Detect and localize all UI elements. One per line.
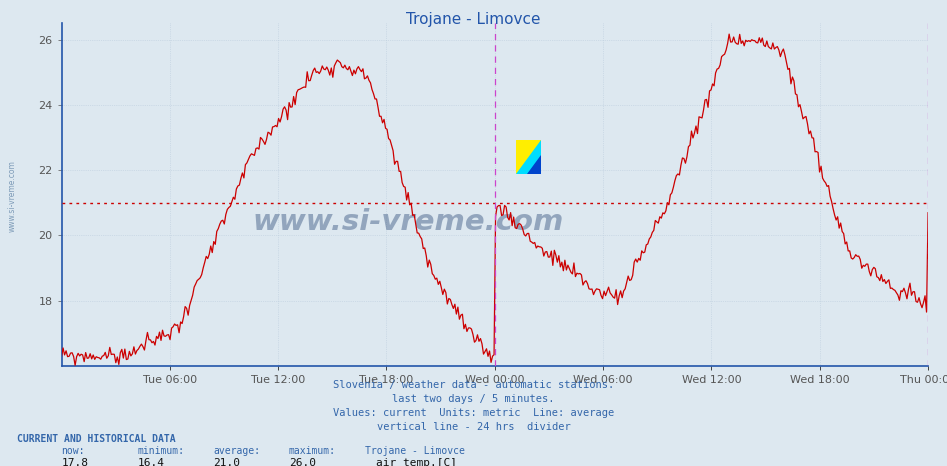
Text: 21.0: 21.0 xyxy=(213,458,241,466)
Text: maximum:: maximum: xyxy=(289,446,336,456)
Polygon shape xyxy=(516,140,541,174)
Text: CURRENT AND HISTORICAL DATA: CURRENT AND HISTORICAL DATA xyxy=(17,434,176,444)
Text: last two days / 5 minutes.: last two days / 5 minutes. xyxy=(392,394,555,404)
Text: average:: average: xyxy=(213,446,260,456)
Text: now:: now: xyxy=(62,446,85,456)
Polygon shape xyxy=(516,140,541,174)
Text: Values: current  Units: metric  Line: average: Values: current Units: metric Line: aver… xyxy=(333,408,614,418)
Text: Slovenia / weather data - automatic stations.: Slovenia / weather data - automatic stat… xyxy=(333,380,614,390)
Text: www.si-vreme.com: www.si-vreme.com xyxy=(253,208,563,236)
Text: 16.4: 16.4 xyxy=(137,458,165,466)
Text: 26.0: 26.0 xyxy=(289,458,316,466)
Polygon shape xyxy=(527,155,541,174)
Text: www.si-vreme.com: www.si-vreme.com xyxy=(8,160,17,232)
Text: vertical line - 24 hrs  divider: vertical line - 24 hrs divider xyxy=(377,422,570,432)
Text: 17.8: 17.8 xyxy=(62,458,89,466)
Text: air temp.[C]: air temp.[C] xyxy=(376,458,457,466)
Text: Trojane - Limovce: Trojane - Limovce xyxy=(406,12,541,27)
Text: Trojane - Limovce: Trojane - Limovce xyxy=(365,446,464,456)
Text: minimum:: minimum: xyxy=(137,446,185,456)
